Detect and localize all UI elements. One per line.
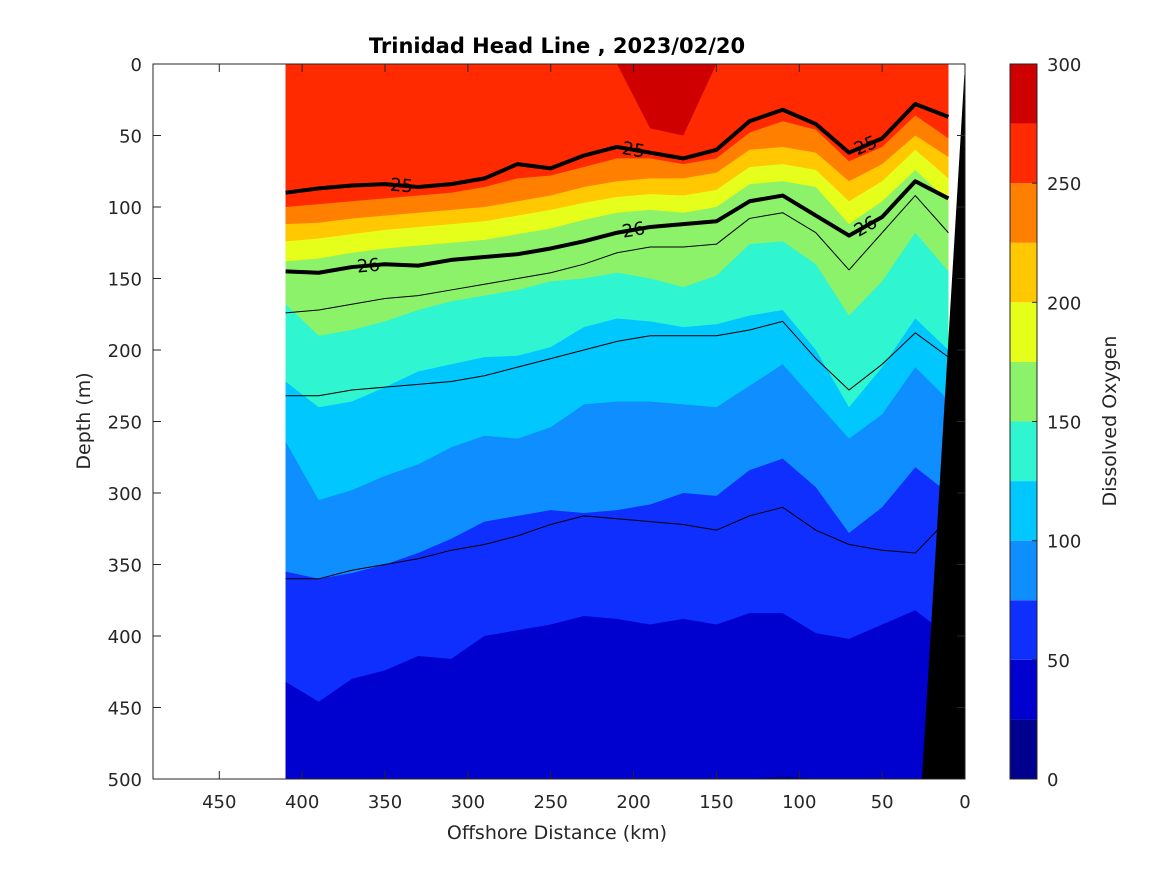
colorbar-tick-label: 250 [1047,174,1081,195]
y-tick-label: 250 [108,413,142,434]
x-tick-label: 350 [368,792,402,813]
contour-label: 26 [621,218,647,243]
colorbar-tick-label: 300 [1047,55,1081,76]
colorbar-swatch [1010,659,1037,720]
x-tick-label: 300 [451,792,485,813]
colorbar-swatch [1010,481,1037,541]
y-axis: 0 50 100 150 200 250 300 350 400 450 500 [108,55,965,791]
x-tick-label: 100 [782,792,816,813]
x-tick-label: 150 [699,792,733,813]
density-contour-4 [285,506,949,580]
x-axis-label: Offshore Distance (km) [447,822,667,844]
colorbar-tick-label: 0 [1047,770,1058,791]
contour-label: 25 [620,138,646,163]
x-axis: 450 400 350 300 250 200 150 100 50 0 [202,64,971,813]
bathymetry [921,64,965,779]
y-tick-label: 300 [108,484,142,505]
contour-label-group: 25 [620,138,646,163]
y-axis-label: Depth (m) [73,372,95,469]
colorbar-swatch [1010,242,1037,303]
contour-label-group: 26 [621,218,647,243]
y-tick-label: 450 [108,699,142,720]
chart-title: Trinidad Head Line , 2023/02/20 [369,34,745,58]
y-tick-label: 0 [131,55,142,76]
density-contour-2 [285,195,949,314]
colorbar-swatch [1010,183,1037,243]
bathymetry-gap [948,64,965,76]
density-contour-3 [285,320,949,397]
colorbar-swatch [1010,540,1037,601]
colorbar-tick-label: 100 [1047,532,1081,553]
oxygen-band-25 [285,776,949,779]
colorbar-swatch [1010,64,1037,124]
colorbar-swatch [1010,123,1037,184]
contour-label-group: 26 [356,255,381,278]
colorbar-label: Dissolved Oxygen [1099,336,1121,507]
density-contour-0 [285,102,950,195]
x-tick-label: 0 [959,792,970,813]
y-tick-label: 500 [108,770,142,791]
colorbar-swatch [1010,719,1037,779]
colorbar-tick-label: 150 [1047,413,1081,434]
y-tick-label: 200 [108,341,142,362]
oxygen-band-50 [285,610,949,779]
y-tick-label: 50 [119,127,142,148]
density-contour-1 [285,179,950,275]
colorbar: 0 50 100 150 200 250 300 [1009,55,1081,791]
x-tick-label: 400 [285,792,319,813]
contour-label: 26 [356,255,381,278]
colorbar-swatch [1010,600,1037,660]
colorbar-tick-label: 200 [1047,293,1081,314]
colorbar-swatch [1010,302,1037,362]
x-tick-label: 200 [616,792,650,813]
contour-label-group: 25 [389,175,414,198]
x-tick-label: 450 [202,792,236,813]
y-tick-label: 400 [108,627,142,648]
y-tick-label: 150 [108,270,142,291]
colorbar-tick-label: 50 [1047,651,1070,672]
x-tick-label: 50 [871,792,894,813]
colorbar-swatch [1010,421,1037,482]
y-tick-label: 100 [108,198,142,219]
y-tick-label: 350 [108,556,142,577]
contour-label: 25 [389,175,414,198]
colorbar-swatch [1010,361,1037,422]
x-tick-label: 250 [534,792,568,813]
